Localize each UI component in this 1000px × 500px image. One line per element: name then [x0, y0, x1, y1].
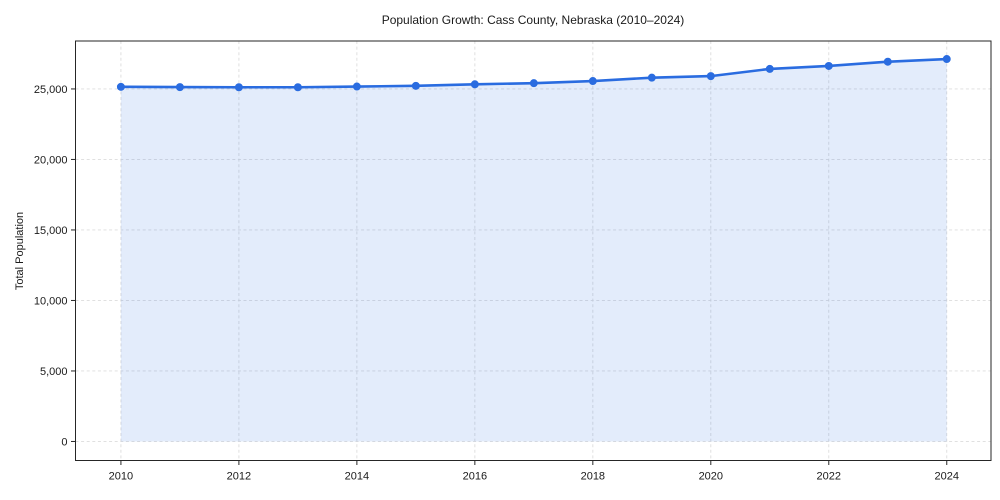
data-point	[411, 81, 420, 90]
y-tick-label: 5,000	[40, 366, 68, 378]
x-tick-label: 2018	[581, 471, 605, 483]
data-point	[942, 55, 951, 64]
x-tick-label: 2016	[463, 471, 487, 483]
area-fill	[120, 59, 947, 442]
data-point	[529, 79, 538, 88]
data-point	[116, 82, 125, 91]
data-point	[647, 73, 656, 82]
chart-title: Population Growth: Cass County, Nebraska…	[381, 13, 685, 27]
data-point	[883, 57, 892, 66]
x-tick-label: 2010	[109, 471, 133, 483]
data-point	[293, 83, 302, 92]
x-tick-label: 2012	[227, 471, 251, 483]
y-tick-label: 15,000	[34, 225, 68, 237]
data-point	[588, 77, 597, 86]
data-point	[470, 80, 479, 89]
x-tick-label: 2022	[817, 471, 841, 483]
data-point	[765, 64, 774, 73]
y-tick-label: 20,000	[34, 154, 68, 166]
data-point	[824, 61, 833, 70]
y-tick-label: 25,000	[34, 84, 68, 96]
data-point	[175, 83, 184, 92]
x-tick-label: 2020	[699, 471, 723, 483]
y-axis-label: Total Population	[14, 211, 26, 291]
y-tick-label: 0	[61, 436, 67, 448]
x-tick-label: 2014	[345, 471, 369, 483]
y-tick-label: 10,000	[34, 295, 68, 307]
x-tick-label: 2024	[935, 471, 959, 483]
data-point	[234, 83, 243, 92]
plot-border	[75, 40, 992, 461]
data-point	[706, 72, 715, 81]
data-point	[352, 82, 361, 91]
